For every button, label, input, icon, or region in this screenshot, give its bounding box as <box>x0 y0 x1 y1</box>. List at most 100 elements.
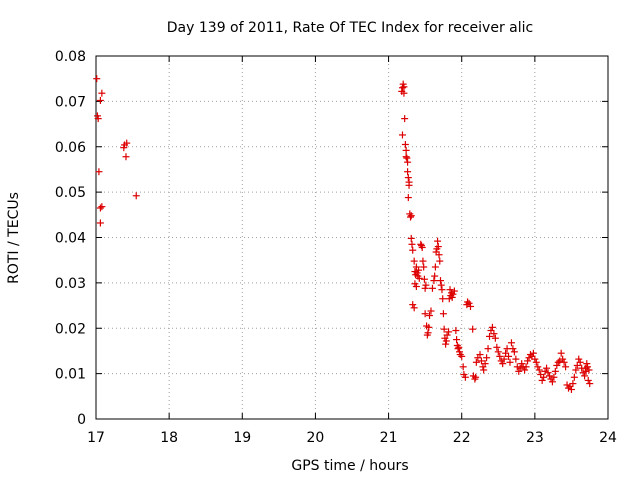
data-point <box>534 363 542 371</box>
data-point <box>554 358 562 366</box>
data-point <box>123 139 131 147</box>
data-point <box>455 343 463 351</box>
data-point <box>507 339 515 347</box>
data-point <box>405 181 413 189</box>
data-point <box>529 349 537 357</box>
data-point <box>491 334 499 342</box>
data-point <box>500 355 508 363</box>
y-tick-label: 0.02 <box>55 321 86 337</box>
data-point <box>93 75 101 83</box>
data-point <box>425 323 433 331</box>
y-axis-label: ROTI / TECUs <box>6 192 22 284</box>
y-tick-label: 0.04 <box>55 231 86 247</box>
data-point <box>505 352 513 360</box>
data-point <box>551 367 559 375</box>
data-point <box>459 363 467 371</box>
x-tick-label: 20 <box>307 430 325 446</box>
data-point <box>531 355 539 363</box>
data-point <box>409 246 417 254</box>
data-point <box>535 366 543 374</box>
x-tick-label: 21 <box>380 430 398 446</box>
data-point <box>557 349 565 357</box>
data-point <box>400 83 408 91</box>
data-point <box>548 378 556 386</box>
data-point <box>122 153 130 161</box>
data-point <box>575 355 583 363</box>
data-point <box>453 336 461 344</box>
x-tick-label: 22 <box>453 430 471 446</box>
data-point <box>435 251 443 259</box>
data-point <box>437 281 445 289</box>
data-point <box>481 360 489 368</box>
x-axis-label: GPS time / hours <box>291 458 408 474</box>
data-point <box>98 89 106 97</box>
data-point <box>472 358 480 366</box>
y-tick-label: 0.07 <box>55 94 86 110</box>
x-tick-label: 23 <box>526 430 544 446</box>
data-point <box>540 373 548 381</box>
data-point <box>545 372 553 380</box>
data-point <box>417 240 425 248</box>
data-point <box>560 358 568 366</box>
data-point <box>437 277 445 285</box>
data-point <box>442 340 450 348</box>
data-point <box>581 364 589 372</box>
data-point <box>532 358 540 366</box>
data-point <box>583 360 591 368</box>
data-point <box>458 352 466 360</box>
data-point <box>403 154 411 162</box>
data-point <box>428 284 436 292</box>
data-point <box>466 302 474 310</box>
data-point <box>477 357 485 365</box>
data-point <box>471 375 479 383</box>
data-point <box>421 284 429 292</box>
data-point <box>398 84 406 92</box>
data-point <box>454 345 462 353</box>
data-point <box>434 237 442 245</box>
data-point <box>524 357 532 365</box>
data-point <box>431 263 439 271</box>
data-point <box>132 192 140 200</box>
y-tick-label: 0.08 <box>55 49 86 65</box>
y-axis: 0 0.01 0.02 0.03 0.04 0.05 0.06 0.07 0.08 <box>55 49 608 428</box>
data-point <box>407 213 415 221</box>
data-point <box>448 293 456 301</box>
data-point <box>427 307 435 315</box>
data-point <box>415 266 423 274</box>
data-point <box>538 376 546 384</box>
data-point <box>496 352 504 360</box>
data-point <box>445 328 453 336</box>
data-point <box>407 234 415 242</box>
data-point <box>401 115 409 123</box>
data-point <box>544 369 552 377</box>
data-point <box>584 376 592 384</box>
data-point <box>94 115 102 123</box>
data-point <box>443 331 451 339</box>
data-point <box>439 295 447 303</box>
data-point <box>461 373 469 381</box>
data-point <box>515 367 523 375</box>
data-point <box>483 354 491 362</box>
y-tick-label: 0.03 <box>55 276 86 292</box>
data-point <box>404 158 412 166</box>
data-point <box>420 275 428 283</box>
data-point <box>404 194 412 202</box>
data-point <box>401 140 409 148</box>
data-point <box>410 257 418 265</box>
data-point <box>465 299 473 307</box>
data-point <box>434 243 442 251</box>
data-point <box>453 341 461 349</box>
data-point <box>518 360 526 368</box>
data-point <box>449 290 457 298</box>
data-point <box>409 301 417 309</box>
data-point <box>96 96 104 104</box>
data-point <box>494 348 502 356</box>
data-point <box>493 343 501 351</box>
data-point <box>521 366 529 374</box>
data-point <box>472 373 480 381</box>
data-point <box>499 360 507 368</box>
data-point <box>586 380 594 388</box>
data-point <box>484 345 492 353</box>
data-point <box>509 345 517 353</box>
